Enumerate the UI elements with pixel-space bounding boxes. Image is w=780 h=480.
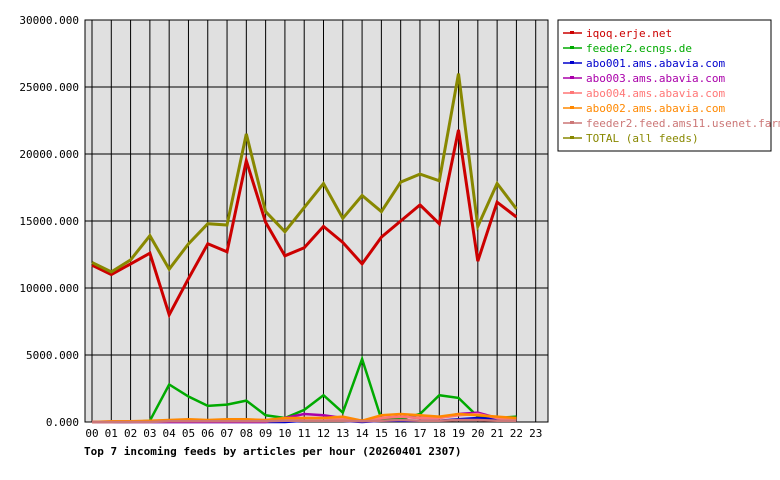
- legend-marker: [570, 46, 574, 49]
- legend-label: abo004.ams.abavia.com: [586, 87, 725, 100]
- y-tick-label: 0.000: [46, 416, 79, 429]
- x-tick-label: 00: [85, 427, 98, 440]
- legend-marker: [570, 61, 574, 64]
- legend-marker: [570, 91, 574, 94]
- x-tick-label: 09: [259, 427, 272, 440]
- legend-marker: [570, 121, 574, 124]
- legend-label: abo002.ams.abavia.com: [586, 102, 725, 115]
- x-axis-ticks: 00 01 02 03 04 05 06 07 08 09 10 11 12 13 14 15 16 17 18 19…: [85, 427, 542, 440]
- x-tick-label: 05: [182, 427, 195, 440]
- legend-marker: [570, 136, 574, 139]
- x-tick-label: 08: [240, 427, 253, 440]
- series-line: [91, 73, 518, 274]
- x-tick-label: 04: [163, 427, 177, 440]
- y-tick-label: 15000.000: [19, 215, 79, 228]
- x-tick-label: 23: [529, 427, 542, 440]
- x-tick-label: 15: [375, 427, 388, 440]
- y-tick-label: 5000.000: [26, 349, 79, 362]
- y-tick-label: 10000.000: [19, 282, 79, 295]
- series-line: [92, 418, 517, 424]
- y-tick-label: 20000.000: [19, 148, 79, 161]
- legend-marker: [570, 106, 574, 109]
- legend-label: TOTAL (all feeds): [586, 132, 699, 145]
- x-tick-label: 18: [433, 427, 446, 440]
- x-tick-label: 20: [471, 427, 484, 440]
- y-axis-ticks: 0.000 5000.000 10000.000 15000.000 20000.000…: [19, 14, 79, 429]
- x-tick-label: 01: [105, 427, 118, 440]
- series-lines: [91, 73, 518, 424]
- series-line: [91, 412, 517, 424]
- y-tick-label: 30000.000: [19, 14, 79, 27]
- legend-marker: [570, 76, 574, 79]
- chart-title: Top 7 incoming feeds by articles per hou…: [84, 445, 462, 458]
- x-tick-label: 03: [143, 427, 156, 440]
- x-tick-label: 17: [413, 427, 426, 440]
- legend-box: [557, 19, 772, 152]
- x-tick-label: 14: [355, 427, 369, 440]
- legend: iqoq.erje.net feeder2.ecngs.de abo001.ams.…: [563, 27, 780, 145]
- legend-label: abo001.ams.abavia.com: [586, 57, 725, 70]
- x-tick-label: 21: [491, 427, 504, 440]
- x-tick-label: 22: [510, 427, 523, 440]
- x-tick-label: 06: [201, 427, 214, 440]
- x-tick-label: 07: [220, 427, 233, 440]
- legend-label: feeder2.feed.ams11.usenet.farm: [586, 117, 780, 130]
- x-tick-label: 19: [452, 427, 465, 440]
- legend-label: abo003.ams.abavia.com: [586, 72, 725, 85]
- legend-label: iqoq.erje.net: [586, 27, 672, 40]
- legend-marker: [570, 31, 574, 34]
- series-line: [92, 355, 517, 424]
- x-tick-label: 12: [317, 427, 330, 440]
- x-tick-label: 13: [336, 427, 349, 440]
- x-tick-label: 11: [298, 427, 311, 440]
- x-tick-label: 10: [278, 427, 291, 440]
- series-line: [91, 129, 518, 319]
- legend-label: feeder2.ecngs.de: [586, 42, 692, 55]
- x-tick-label: 02: [124, 427, 137, 440]
- x-tick-label: 16: [394, 427, 407, 440]
- y-tick-label: 25000.000: [19, 81, 79, 94]
